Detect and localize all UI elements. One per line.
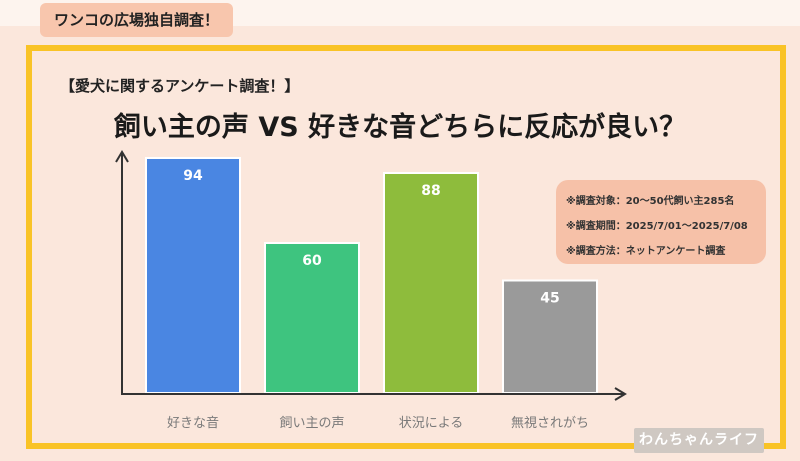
- bar-value-label: 60: [302, 253, 322, 269]
- brand-logo: わんちゃんライフ: [634, 428, 764, 453]
- info-method: ※調査方法：ネットアンケート調査: [566, 246, 726, 257]
- y-axis-arrow: [115, 150, 129, 163]
- chart-title: 飼い主の声 VS 好きな音どちらに反応が良い？: [113, 112, 687, 143]
- bar-3: [383, 172, 479, 394]
- category-label: 状況による: [399, 416, 464, 431]
- survey-info-box: ※調査対象：20～50代飼い主285名 ※調査期間：2025/7/01～2025…: [556, 180, 766, 264]
- bar-value-label: 45: [540, 291, 559, 307]
- bar-value-label: 94: [183, 168, 203, 184]
- survey-label: 【愛犬に関するアンケート調査！】: [60, 77, 300, 95]
- info-target: ※調査対象：20～50代飼い主285名: [566, 196, 735, 207]
- bar-2: [264, 242, 360, 394]
- category-label: 無視されがち: [511, 416, 589, 431]
- bar-4: [502, 279, 598, 394]
- category-label: 好きな音: [167, 415, 219, 431]
- info-period: ※調査期間：2025/7/01～2025/7/08: [566, 221, 748, 232]
- bar-value-label: 88: [421, 183, 440, 199]
- category-label: 飼い主の声: [279, 416, 344, 431]
- header-tag: ワンコの広場独自調査！: [40, 3, 234, 37]
- x-axis-arrow: [614, 387, 627, 401]
- bar-1: [145, 157, 241, 394]
